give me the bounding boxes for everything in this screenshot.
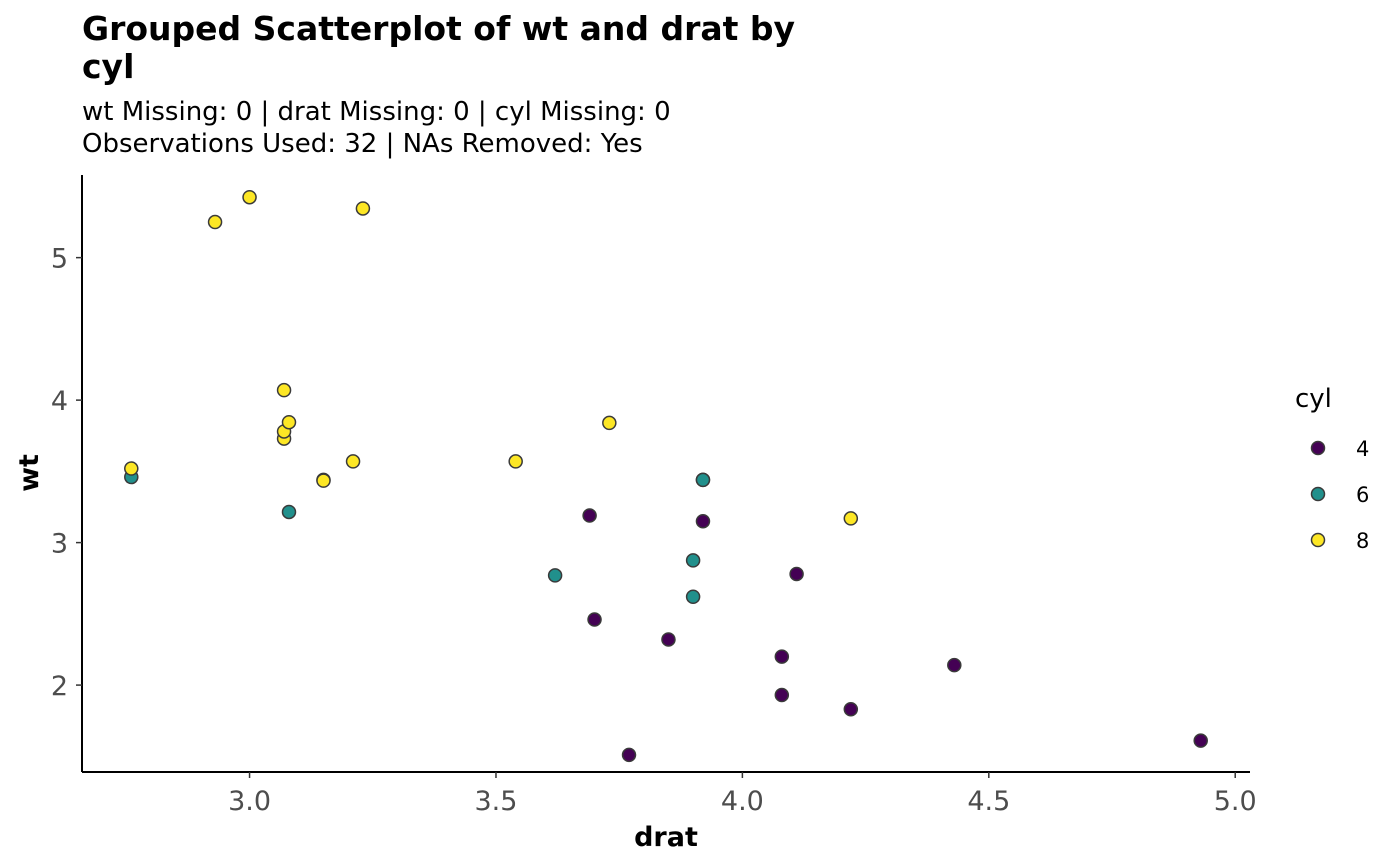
y-axis-title: wt bbox=[14, 454, 45, 492]
legend-title: cyl bbox=[1295, 384, 1332, 414]
axes bbox=[81, 175, 1250, 773]
data-point-cyl-8 bbox=[207, 214, 223, 230]
x-tick-label: 4.0 bbox=[721, 786, 764, 817]
legend-label-8: 8 bbox=[1356, 529, 1369, 553]
y-tick-label: 5 bbox=[51, 244, 68, 275]
data-point-cyl-8 bbox=[276, 382, 292, 398]
data-point-cyl-6 bbox=[685, 589, 701, 604]
data-point-cyl-4 bbox=[661, 632, 676, 647]
chart-subtitle: wt Missing: 0 | drat Missing: 0 | cyl Mi… bbox=[82, 96, 671, 160]
data-point-cyl-8 bbox=[242, 189, 257, 205]
subtitle-line-observations: Observations Used: 32 | NAs Removed: Yes bbox=[82, 129, 643, 159]
legend-key-8 bbox=[1310, 532, 1326, 548]
data-point-cyl-6 bbox=[685, 553, 701, 568]
data-point-cyl-6 bbox=[695, 472, 711, 488]
x-tick-label: 3.0 bbox=[228, 786, 271, 817]
data-point-cyl-4 bbox=[843, 702, 859, 717]
data-point-cyl-8 bbox=[345, 454, 361, 469]
data-point-cyl-4 bbox=[774, 687, 790, 703]
y-tick-label: 3 bbox=[51, 529, 68, 560]
legend-label-4: 4 bbox=[1356, 437, 1369, 461]
data-point-cyl-4 bbox=[774, 649, 790, 664]
legend-key-4 bbox=[1310, 440, 1326, 456]
legend-items: 4 6 8 bbox=[1310, 437, 1369, 553]
y-axis-ticks: 2 3 4 5 bbox=[51, 244, 82, 702]
x-tick-label: 3.5 bbox=[474, 786, 517, 817]
legend: cyl 4 6 8 bbox=[1295, 384, 1369, 553]
data-point-cyl-8 bbox=[355, 201, 371, 216]
x-axis-title: drat bbox=[634, 822, 698, 853]
x-axis-ticks: 3.0 3.5 4.0 4.5 5.0 bbox=[228, 772, 1257, 817]
y-tick-label: 2 bbox=[51, 671, 68, 702]
legend-key-6 bbox=[1310, 486, 1326, 502]
data-point-cyl-6 bbox=[281, 504, 297, 520]
y-tick-label: 4 bbox=[51, 386, 68, 417]
data-point-cyl-4 bbox=[621, 747, 637, 763]
data-point-cyl-6 bbox=[547, 568, 563, 583]
data-points bbox=[124, 189, 1208, 763]
data-point-cyl-4 bbox=[582, 508, 597, 523]
subtitle-line-missing: wt Missing: 0 | drat Missing: 0 | cyl Mi… bbox=[82, 97, 671, 127]
data-point-cyl-8 bbox=[124, 461, 139, 476]
data-point-cyl-4 bbox=[1193, 733, 1208, 748]
data-point-cyl-8 bbox=[508, 454, 523, 469]
x-tick-label: 4.5 bbox=[967, 786, 1010, 817]
legend-label-6: 6 bbox=[1356, 483, 1369, 507]
data-point-cyl-4 bbox=[947, 657, 962, 673]
data-point-cyl-4 bbox=[789, 566, 804, 582]
data-point-cyl-8 bbox=[281, 414, 297, 430]
data-point-cyl-4 bbox=[695, 513, 711, 529]
data-point-cyl-8 bbox=[843, 511, 859, 526]
data-point-cyl-8 bbox=[602, 415, 617, 431]
chart-title: Grouped Scatterplot of wt and drat by cy… bbox=[82, 9, 796, 86]
data-point-cyl-4 bbox=[587, 612, 602, 627]
x-tick-label: 5.0 bbox=[1214, 786, 1257, 817]
data-point-cyl-8 bbox=[316, 473, 331, 488]
